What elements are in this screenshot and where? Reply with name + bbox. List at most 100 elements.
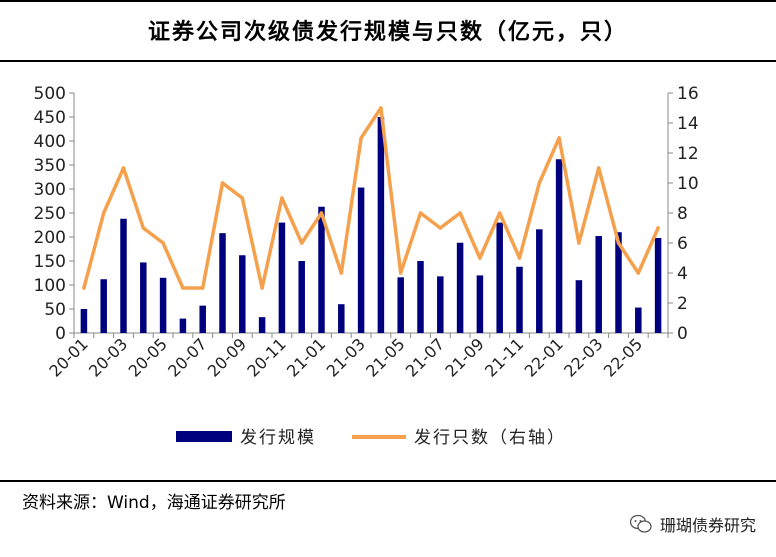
line-point [636, 271, 641, 275]
x-tick-label: 20-01 [45, 334, 91, 380]
y-right-tick-label: 8 [677, 204, 688, 224]
watermark-text: 珊瑚债券研究 [659, 516, 756, 535]
bar [179, 318, 187, 333]
legend-label-line: 发行只数（右轴） [414, 428, 566, 448]
line-point [181, 286, 185, 290]
title-rule [0, 60, 776, 62]
y-right-tick-label: 2 [677, 294, 688, 314]
source-rule [0, 480, 776, 482]
legend-label-bar: 发行规模 [240, 428, 316, 448]
bar [100, 279, 107, 333]
x-tick-label: 21-09 [441, 334, 487, 380]
bar [199, 305, 206, 333]
top-rule [0, 0, 776, 2]
bar [258, 317, 266, 333]
x-tick-label: 22-01 [521, 334, 567, 380]
line-point [299, 241, 304, 245]
source-note: 资料来源：Wind，海通证券研究所 [22, 493, 286, 513]
bar [377, 117, 385, 333]
bar [635, 307, 642, 333]
bar [318, 206, 325, 333]
y-left-tick-label: 300 [34, 180, 66, 200]
line-point [339, 271, 344, 275]
bar [239, 255, 246, 333]
y-right-tick-label: 14 [677, 114, 699, 134]
bar [417, 261, 424, 333]
bar [219, 233, 226, 333]
line-point [656, 226, 660, 230]
chart-title: 证券公司次级债发行规模与只数（亿元，只） [147, 19, 628, 45]
bar [516, 266, 523, 333]
line-point [220, 181, 225, 185]
line-series [82, 106, 660, 290]
chart-legend: 发行规模 发行只数（右轴） [176, 428, 566, 448]
x-tick-label: 22-03 [560, 334, 606, 380]
bar [536, 229, 543, 333]
y-left-tick-label: 500 [34, 84, 66, 104]
line-point [82, 286, 86, 290]
bar [654, 237, 662, 333]
line-point [280, 196, 284, 200]
line-point [398, 271, 403, 275]
x-tick-label: 20-03 [85, 334, 131, 380]
bar [555, 159, 563, 333]
bar [298, 261, 305, 333]
line-point [418, 211, 423, 215]
wechat-icon [629, 514, 652, 533]
bar [338, 304, 345, 333]
bar [476, 275, 484, 333]
bar [437, 276, 444, 333]
bar [595, 236, 602, 333]
x-tick-label: 21-01 [283, 334, 329, 380]
bar-series [80, 117, 662, 333]
bar [120, 218, 127, 333]
x-tick-label: 20-09 [204, 334, 250, 380]
bar [278, 222, 286, 333]
y-left-tick-label: 0 [55, 324, 66, 344]
y-right-tick-label: 6 [677, 234, 688, 254]
line-point [260, 286, 264, 290]
y-right-tick-label: 12 [677, 144, 699, 164]
y-right-tick-label: 4 [677, 264, 688, 284]
line-point [319, 211, 324, 215]
y-left-tick-label: 150 [34, 252, 66, 272]
y-left-tick-label: 350 [34, 156, 66, 176]
x-tick-label: 20-05 [125, 334, 171, 380]
y-right-tick-label: 10 [677, 174, 699, 194]
line-point [557, 136, 561, 140]
y-left-tick-label: 100 [34, 276, 66, 296]
line-point [121, 166, 126, 170]
x-tick-label: 20-11 [243, 334, 289, 380]
bar [456, 242, 464, 333]
line-point [101, 211, 106, 215]
line-point [200, 286, 205, 290]
bar [357, 187, 365, 333]
bar [159, 277, 167, 333]
line-point [517, 256, 522, 260]
x-tick-label: 21-11 [481, 334, 527, 380]
combo-chart: 0 50 100 150 200 250 300 350 400 450 500 0 2 4 6 8 10 12 1… [34, 84, 699, 448]
x-tick-label: 21-05 [362, 334, 408, 380]
line-point [577, 241, 581, 245]
x-tick-label: 20-07 [164, 334, 210, 380]
line-point [240, 196, 245, 200]
y-left-tick-label: 250 [34, 204, 66, 224]
bar [615, 232, 622, 333]
line-point [497, 211, 502, 215]
bar [140, 262, 147, 333]
y-left-tick-label: 400 [34, 132, 66, 152]
series-line [82, 106, 660, 290]
y-right-tick-label: 0 [677, 324, 688, 344]
y-left-tick-label: 50 [44, 300, 66, 320]
line-point [379, 106, 383, 110]
line-point [141, 226, 146, 230]
line-point [537, 181, 542, 185]
x-tick-label: 22-05 [600, 334, 646, 380]
line-point [161, 241, 165, 245]
x-tick-label: 21-07 [402, 334, 448, 380]
line-point [458, 211, 462, 215]
bar [80, 309, 88, 333]
y-right-tick-label: 16 [677, 84, 699, 104]
bar [496, 222, 503, 333]
line-point [359, 136, 363, 140]
